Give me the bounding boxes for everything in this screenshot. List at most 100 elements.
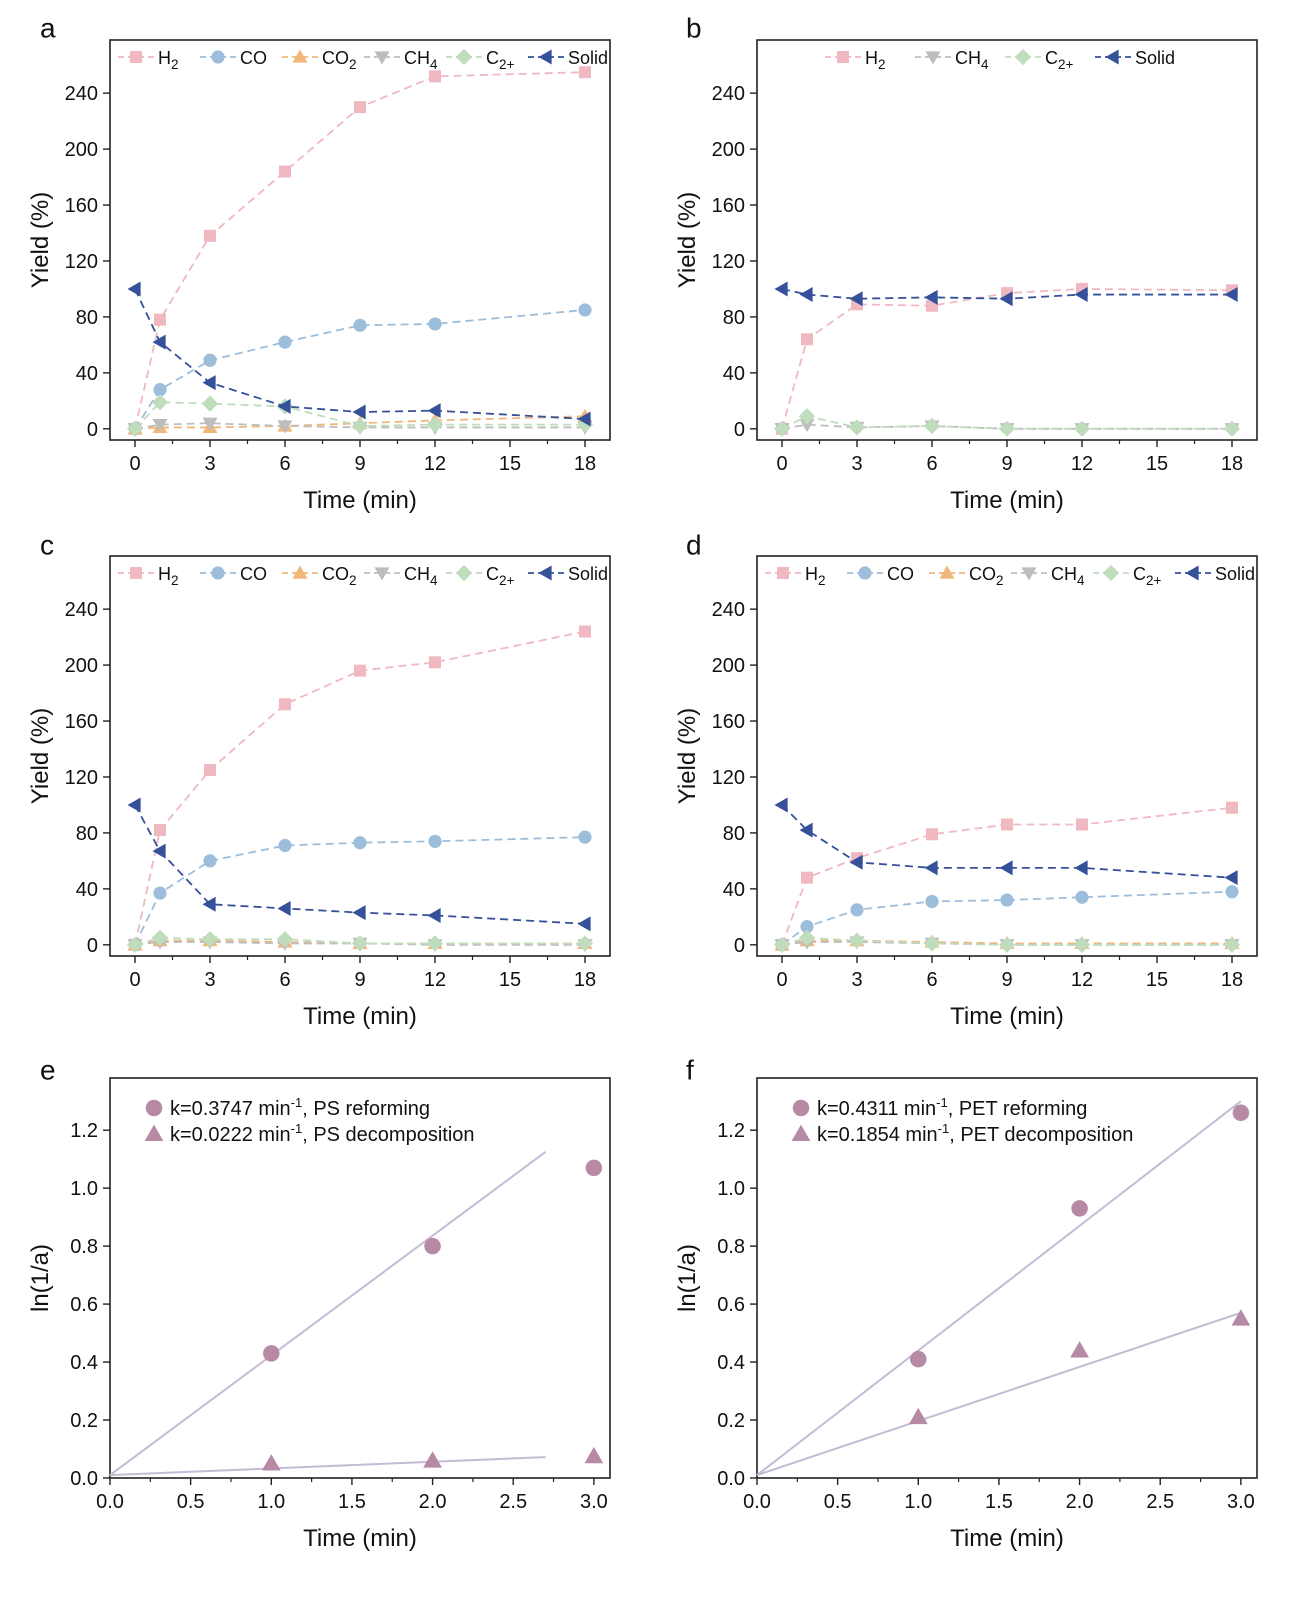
plot-frame — [109, 1077, 611, 1479]
legend-label-C2plus-main: C — [1045, 48, 1058, 68]
legend-label-CO2: CO2 — [969, 564, 1004, 588]
legend-label-CO: CO — [240, 564, 267, 584]
legend-label-Solid-main: Solid — [568, 48, 608, 68]
legend-label-C2plus-main: C — [1133, 564, 1146, 584]
y-tick-label: 200 — [65, 655, 98, 677]
legend-label-CO2-sub: 2 — [349, 573, 357, 588]
legend-label-H2-sub: 2 — [171, 57, 179, 72]
data-point-Solid — [924, 289, 938, 305]
data-point-circle — [1071, 1200, 1088, 1217]
legend-label-Solid: Solid — [568, 564, 608, 584]
x-tick-label: 0.0 — [96, 1491, 124, 1513]
legend-marker-triangle-up — [791, 1124, 811, 1142]
y-axis-label: Yield (%) — [27, 708, 54, 804]
series-line-Solid — [134, 804, 586, 925]
data-point-C2plus — [923, 417, 941, 435]
y-tick-label: 40 — [723, 879, 745, 901]
legend-description: , PS reforming — [302, 1098, 430, 1120]
data-point-H2 — [429, 656, 441, 669]
y-tick-label: 160 — [65, 195, 98, 217]
panel-letter-c: c — [40, 529, 54, 560]
data-point-C2plus — [151, 929, 169, 946]
x-axis-label: Time (min) — [950, 487, 1064, 514]
legend-marker-H2 — [777, 567, 789, 579]
data-point-Solid — [127, 281, 141, 297]
x-tick-label: 3.0 — [580, 1491, 608, 1513]
x-tick-label: 9 — [1001, 969, 1012, 991]
data-point-C2plus — [426, 935, 444, 952]
legend-marker-CO2 — [292, 565, 308, 579]
legend-k-value: k=0.3747 min — [170, 1098, 291, 1120]
y-tick-label: 0.0 — [70, 1468, 98, 1490]
panel-letter-d: d — [686, 529, 702, 560]
legend-label-CO2-sub: 2 — [996, 573, 1004, 588]
panel-letter-f: f — [686, 1054, 694, 1085]
data-point-Solid — [1074, 287, 1088, 303]
x-tick-label: 3 — [204, 969, 215, 991]
data-point-C2plus — [1073, 420, 1091, 437]
data-point-H2 — [154, 313, 166, 326]
data-point-CO — [353, 836, 367, 850]
x-axis-label: Time (min) — [950, 1003, 1064, 1030]
y-tick-label: 0.4 — [717, 1352, 745, 1374]
data-point-CO — [428, 834, 442, 848]
legend-label-Solid-main: Solid — [568, 564, 608, 584]
legend-label-C2plus-sub: 2+ — [499, 57, 515, 72]
data-point-C2plus — [126, 936, 144, 953]
data-point-C2plus — [998, 420, 1016, 437]
y-tick-label: 1.2 — [70, 1120, 98, 1142]
data-point-H2 — [579, 625, 591, 638]
y-tick-label: 0 — [87, 935, 98, 957]
legend-label-CO2: CO2 — [322, 564, 357, 588]
legend-description: , PET decomposition — [949, 1124, 1133, 1146]
series-line-H2 — [781, 288, 1233, 430]
y-tick-label: 1.2 — [717, 1120, 745, 1142]
data-point-Solid — [799, 822, 813, 838]
x-tick-label: 1.5 — [985, 1491, 1013, 1513]
legend-marker-CH4 — [1021, 567, 1037, 581]
legend-marker-C2plus — [1014, 48, 1032, 66]
data-point-C2plus — [1073, 936, 1091, 953]
data-point-C2plus — [576, 935, 594, 952]
x-tick-label: 18 — [1221, 453, 1243, 475]
legend-label-0: k=0.4311 min-1, PET reforming — [817, 1095, 1087, 1120]
data-point-Solid — [202, 896, 216, 912]
data-point-Solid — [352, 905, 366, 921]
panel-e: e 0.0 0.5 1.0 1.5 2.0 2.5 3.0 0.0 0.2 0.4 0.6 0.8 1.0… — [27, 1054, 611, 1552]
data-point-C2plus — [126, 420, 144, 437]
legend-label-H2-sub: 2 — [818, 573, 826, 588]
y-tick-label: 1.0 — [717, 1178, 745, 1200]
legend: H2 CO CO2 CH4 C2+ Solid — [765, 564, 1255, 588]
x-tick-label: 12 — [424, 453, 446, 475]
legend-label-CH4: CH4 — [404, 564, 438, 588]
data-point-C2plus — [351, 417, 369, 435]
data-point-C2plus — [923, 935, 941, 952]
y-tick-label: 0.2 — [70, 1410, 98, 1432]
legend-k-exponent: -1 — [291, 1121, 303, 1136]
data-point-circle — [910, 1350, 927, 1368]
x-tick-label: 15 — [1146, 453, 1168, 475]
data-point-Solid — [152, 334, 166, 350]
legend-label-C2plus: C2+ — [1045, 48, 1074, 72]
plot-frame — [756, 1077, 1258, 1479]
legend-marker-circle — [145, 1099, 163, 1117]
legend-label-CO2: CO2 — [322, 48, 357, 72]
y-tick-label: 0 — [734, 419, 745, 441]
y-tick-label: 40 — [76, 879, 98, 901]
x-tick-label: 3 — [851, 453, 862, 475]
legend-label-C2plus-sub: 2+ — [499, 573, 515, 588]
data-point-C2plus — [276, 931, 294, 948]
data-point-H2 — [1076, 818, 1088, 831]
data-point-C2plus — [201, 395, 219, 412]
legend-label-H2: H2 — [805, 564, 826, 588]
x-tick-label: 12 — [424, 969, 446, 991]
x-tick-label: 9 — [354, 969, 365, 991]
x-tick-label: 9 — [354, 453, 365, 475]
y-tick-label: 0.4 — [70, 1352, 98, 1374]
legend-marker-C2plus — [1102, 564, 1120, 582]
legend-label-1: k=0.1854 min-1, PET decomposition — [817, 1121, 1133, 1146]
fit-line-1 — [109, 1456, 546, 1477]
legend-label-CH4-main: CH — [1051, 564, 1077, 584]
